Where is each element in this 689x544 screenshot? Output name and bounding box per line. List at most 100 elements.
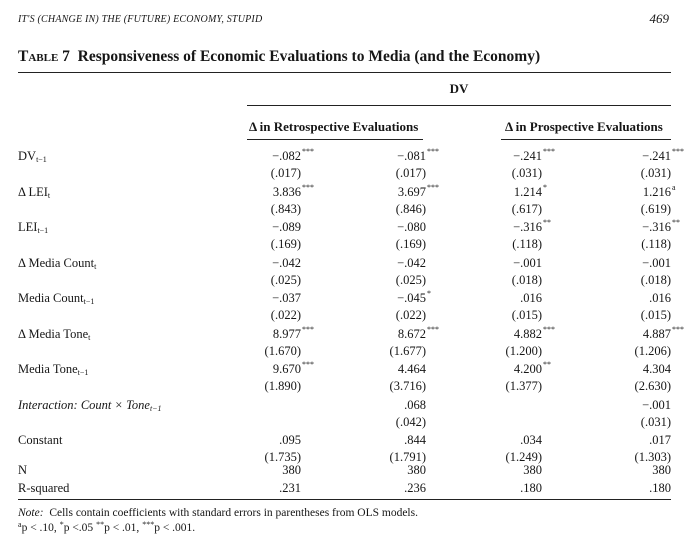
standard-error-cell: (.169) <box>271 237 301 251</box>
coefficient-cell: .034 <box>520 433 542 447</box>
row-label: Δ Media Countt <box>18 256 96 270</box>
row-label: Media Countt−1 <box>18 291 94 305</box>
row-label-text: Constant <box>18 433 62 447</box>
coefficient-cell: .016 <box>520 291 542 305</box>
standard-error-cell: (.843) <box>271 202 301 216</box>
row-label-subscript: t−1 <box>78 368 89 377</box>
standard-error-cell: (.015) <box>512 308 542 322</box>
standard-error-cell: (.025) <box>396 273 426 287</box>
stat-value: 380 <box>407 463 426 477</box>
standard-error-cell: (.022) <box>396 308 426 322</box>
standard-error-cell: (.015) <box>641 308 671 322</box>
coefficient-value: .016 <box>520 291 542 305</box>
coefficient-value: −.081 <box>397 149 426 163</box>
stat-value: .231 <box>279 481 301 495</box>
standard-error-cell: (.118) <box>641 237 671 251</box>
legend-mark: *** <box>142 520 154 529</box>
row-label: LEIt−1 <box>18 220 48 234</box>
stat-value: 380 <box>652 463 671 477</box>
table-title: Table 7 Responsiveness of Economic Evalu… <box>18 48 540 66</box>
coefficient-value: .068 <box>404 398 426 412</box>
stat-value: 380 <box>523 463 542 477</box>
coefficient-value: 4.882 <box>514 327 542 341</box>
legend-text: p < .01, <box>104 522 142 534</box>
coefficient-value: .017 <box>649 433 671 447</box>
standard-error-cell: (1.677) <box>390 344 426 358</box>
coefficient-cell: 8.672 *** <box>398 327 426 341</box>
coefficient-cell: −.081 *** <box>397 149 426 163</box>
coefficient-value: −.001 <box>642 398 671 412</box>
coefficient-cell: −.082 *** <box>272 149 301 163</box>
standard-error-cell: (1.206) <box>635 344 671 358</box>
row-label-text: Interaction: Count × Tone <box>18 398 150 412</box>
row-label: Constant <box>18 433 62 447</box>
standard-error-cell: (1.735) <box>265 450 301 464</box>
legend-mark: ** <box>96 520 104 529</box>
legend-text: p < .001. <box>154 522 195 534</box>
coefficient-cell: −.316 ** <box>642 220 671 234</box>
standard-error-cell: (.846) <box>396 202 426 216</box>
stat-value: 380 <box>282 463 301 477</box>
coefficient-cell: 4.887 *** <box>643 327 671 341</box>
coefficient-cell: −.241 *** <box>513 149 542 163</box>
coefficient-value: −.045 <box>397 291 426 305</box>
dv-header: DV <box>247 81 671 97</box>
standard-error-cell: (.169) <box>396 237 426 251</box>
table-note: Note: Cells contain coefficients with st… <box>18 507 418 519</box>
coefficient-cell: −.001 <box>642 398 671 412</box>
stat-value: .236 <box>404 481 426 495</box>
standard-error-cell: (.031) <box>641 166 671 180</box>
coefficient-value: 1.214 <box>514 185 542 199</box>
coefficient-value: 3.836 <box>273 185 301 199</box>
table-label: Table 7 <box>18 48 70 65</box>
stat-value: .180 <box>649 481 671 495</box>
coefficient-cell: −.037 <box>272 291 301 305</box>
row-label: Media Tonet−1 <box>18 362 88 376</box>
coefficient-cell: −.316 ** <box>513 220 542 234</box>
stat-label: N <box>18 463 27 477</box>
legend-text: p < .10, <box>22 522 60 534</box>
standard-error-cell: (2.630) <box>635 379 671 393</box>
coefficient-cell: 4.464 <box>398 362 426 376</box>
page-number: 469 <box>650 11 670 27</box>
coefficient-value: .844 <box>404 433 426 447</box>
standard-error-cell: (.018) <box>641 273 671 287</box>
coefficient-value: 4.887 <box>643 327 671 341</box>
row-label: Interaction: Count × Tonet−1 <box>18 398 162 412</box>
coefficient-cell: .844 <box>404 433 426 447</box>
coefficient-cell: 3.836 *** <box>273 185 301 199</box>
coefficient-cell: −.001 <box>642 256 671 270</box>
coefficient-value: −.001 <box>642 256 671 270</box>
row-label-subscript: t−1 <box>150 404 162 413</box>
group-rule-prospective <box>501 139 671 140</box>
standard-error-cell: (.025) <box>271 273 301 287</box>
row-label-text: Δ Media Tone <box>18 327 88 341</box>
coefficient-value: .016 <box>649 291 671 305</box>
row-label-text: Δ LEI <box>18 185 48 199</box>
coefficient-cell: 4.200 ** <box>514 362 542 376</box>
standard-error-cell: (1.377) <box>506 379 542 393</box>
coefficient-cell: −.089 <box>272 220 301 234</box>
coefficient-cell: 8.977 *** <box>273 327 301 341</box>
row-label-subscript: t−1 <box>37 226 48 235</box>
note-label: Note: <box>18 507 44 519</box>
row-label-text: Media Tone <box>18 362 78 376</box>
row-label-text: LEI <box>18 220 37 234</box>
row-label: Δ Media Tonet <box>18 327 90 341</box>
standard-error-cell: (1.200) <box>506 344 542 358</box>
standard-error-cell: (.017) <box>396 166 426 180</box>
coefficient-cell: 4.304 <box>643 362 671 376</box>
coefficient-cell: .016 <box>649 291 671 305</box>
group-header-prospective: Δ in Prospective Evaluations <box>505 119 663 135</box>
standard-error-cell: (.619) <box>641 202 671 216</box>
bottom-rule <box>18 499 671 500</box>
row-label-subscript: t <box>48 191 50 200</box>
coefficient-value: −.241 <box>513 149 542 163</box>
coefficient-cell: −.042 <box>397 256 426 270</box>
coefficient-value: −.089 <box>272 220 301 234</box>
coefficient-cell: −.045 * <box>397 291 426 305</box>
standard-error-cell: (1.303) <box>635 450 671 464</box>
row-label: DVt−1 <box>18 149 47 163</box>
coefficient-cell: 4.882 *** <box>514 327 542 341</box>
row-label-subscript: t <box>94 262 96 271</box>
